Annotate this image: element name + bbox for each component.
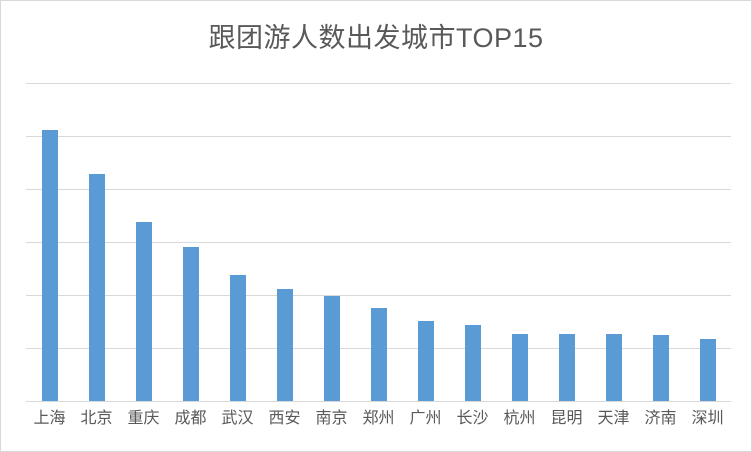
gridline: [26, 136, 731, 137]
bar-slot: [402, 83, 449, 401]
bar-slot: [684, 83, 731, 401]
bar-slot: [496, 83, 543, 401]
bar-slot: [637, 83, 684, 401]
bar-slot: [167, 83, 214, 401]
x-axis-label: 西安: [268, 410, 301, 427]
x-axis-label: 长沙: [456, 410, 489, 427]
bar-武汉: [229, 275, 246, 401]
x-axis-label: 重庆: [127, 410, 160, 427]
gridline: [26, 242, 731, 243]
x-axis-labels: 上海 北京 重庆 成都 武汉 西安 南京 郑州 广州 长沙 杭州 昆明 天津 济南 深圳: [26, 408, 731, 430]
bar-slot: [214, 83, 261, 401]
bar-slot: [120, 83, 167, 401]
x-axis-label: 杭州: [503, 410, 536, 427]
gridline: [26, 295, 731, 296]
bar-天津: [605, 334, 622, 401]
bar-北京: [88, 174, 105, 401]
bar-广州: [417, 321, 434, 401]
plot-area: [26, 83, 731, 402]
gridline: [26, 401, 731, 402]
bar-slot: [590, 83, 637, 401]
bar-济南: [652, 335, 669, 401]
x-axis-label: 武汉: [221, 410, 254, 427]
bar-南京: [323, 296, 340, 401]
gridline: [26, 189, 731, 190]
bar-长沙: [464, 325, 481, 401]
bar-深圳: [699, 339, 716, 401]
bar-成都: [182, 247, 199, 401]
bars-row: [26, 83, 731, 401]
bar-slot: [543, 83, 590, 401]
x-axis-label: 深圳: [691, 410, 724, 427]
x-axis-label: 郑州: [362, 410, 395, 427]
x-axis-label: 昆明: [550, 410, 583, 427]
x-axis-label: 南京: [315, 410, 348, 427]
chart-title: 跟团游人数出发城市TOP15: [208, 23, 544, 53]
x-axis-label: 北京: [80, 410, 113, 427]
bar-重庆: [135, 222, 152, 401]
x-axis-label: 济南: [644, 410, 677, 427]
bar-slot: [355, 83, 402, 401]
bar-郑州: [370, 308, 387, 401]
x-axis-label: 天津: [597, 410, 630, 427]
gridline: [26, 83, 731, 84]
bar-杭州: [511, 334, 528, 401]
bar-slot: [73, 83, 120, 401]
bar-slot: [261, 83, 308, 401]
x-axis-label: 成都: [174, 410, 207, 427]
bar-上海: [41, 130, 58, 401]
bar-slot: [26, 83, 73, 401]
bar-西安: [276, 289, 293, 401]
bar-slot: [449, 83, 496, 401]
bar-昆明: [558, 334, 575, 401]
x-axis-label: 上海: [33, 410, 66, 427]
bar-slot: [308, 83, 355, 401]
x-axis-label: 广州: [409, 410, 442, 427]
